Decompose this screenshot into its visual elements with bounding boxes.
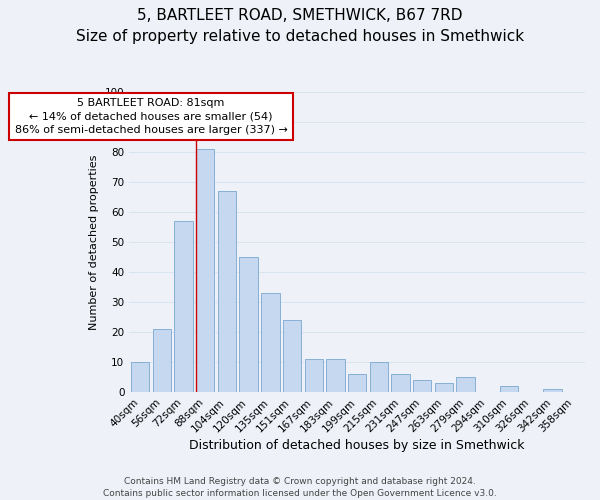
Bar — [391, 374, 410, 392]
Bar — [413, 380, 431, 392]
Bar — [457, 377, 475, 392]
Bar — [435, 383, 453, 392]
Bar — [175, 222, 193, 392]
Bar — [283, 320, 301, 392]
Bar — [131, 362, 149, 392]
Bar — [218, 192, 236, 392]
Bar — [196, 150, 214, 392]
Bar — [348, 374, 367, 392]
X-axis label: Distribution of detached houses by size in Smethwick: Distribution of detached houses by size … — [190, 440, 525, 452]
Bar — [261, 294, 280, 392]
Bar — [152, 330, 171, 392]
Bar — [543, 389, 562, 392]
Bar — [326, 360, 344, 392]
Text: 5, BARTLEET ROAD, SMETHWICK, B67 7RD
Size of property relative to detached house: 5, BARTLEET ROAD, SMETHWICK, B67 7RD Siz… — [76, 8, 524, 44]
Text: Contains HM Land Registry data © Crown copyright and database right 2024.
Contai: Contains HM Land Registry data © Crown c… — [103, 476, 497, 498]
Bar — [500, 386, 518, 392]
Bar — [370, 362, 388, 392]
Bar — [239, 258, 258, 392]
Bar — [305, 360, 323, 392]
Text: 5 BARTLEET ROAD: 81sqm
← 14% of detached houses are smaller (54)
86% of semi-det: 5 BARTLEET ROAD: 81sqm ← 14% of detached… — [14, 98, 287, 135]
Y-axis label: Number of detached properties: Number of detached properties — [89, 154, 99, 330]
